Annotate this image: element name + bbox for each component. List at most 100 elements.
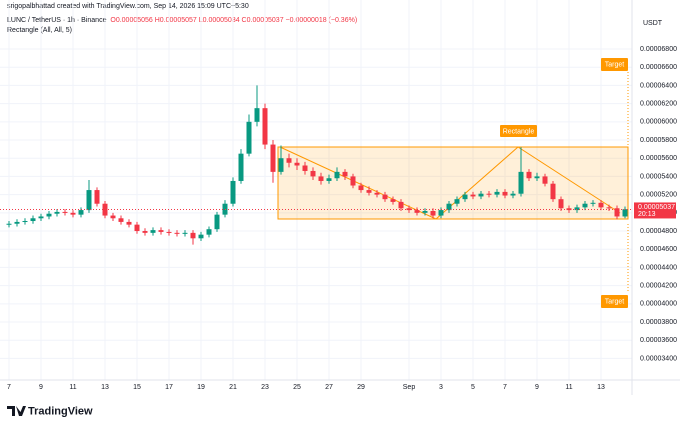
- candle-body: [534, 176, 540, 179]
- candle-body: [382, 194, 388, 200]
- y-tick-label: 0.00003600: [640, 337, 677, 344]
- x-tick-label: 15: [133, 384, 141, 391]
- credit: srigopalbhattad created with TradingView…: [7, 3, 249, 10]
- candle-body: [190, 232, 196, 239]
- candle-body: [478, 193, 484, 197]
- candle-body: [430, 211, 436, 216]
- symbol-legend: LUNC / TetherUS · 1h · Binance O0.000050…: [7, 17, 357, 24]
- candle-body: [598, 202, 604, 208]
- x-tick-label: 7: [503, 384, 507, 391]
- candle-body: [614, 208, 620, 217]
- indicator: Rectangle (All, All, 5): [7, 27, 72, 34]
- candle-body: [214, 214, 220, 230]
- candle-body: [286, 158, 292, 163]
- x-tick-label: 7: [7, 384, 11, 391]
- pattern-lines: [279, 146, 621, 220]
- candle-body: [94, 190, 100, 204]
- y-tick-label: 0.00005600: [640, 155, 677, 162]
- candle-body: [342, 171, 348, 177]
- ohlc: O0.00005056 H0.00005057 L0.00005034 C0.0…: [110, 17, 358, 24]
- logo: TradingView: [7, 405, 93, 417]
- candle-body: [486, 193, 492, 195]
- x-tick-label: 11: [565, 384, 572, 391]
- candle-body: [366, 190, 372, 193]
- y-tick-label: 0.00004000: [640, 301, 677, 308]
- candle-body: [230, 180, 236, 204]
- candle-body: [78, 210, 84, 215]
- y-tick-label: 0.00005400: [640, 173, 677, 180]
- y-tick-label: 0.00006000: [640, 119, 677, 126]
- x-tick-label: 23: [261, 384, 269, 391]
- y-tick-label: 0.00004400: [640, 264, 677, 271]
- y-tick-label: 0.00003400: [640, 355, 677, 362]
- symbol: LUNC / TetherUS · 1h · Binance: [7, 17, 107, 24]
- x-tick-label: 13: [597, 384, 605, 391]
- candle-body: [414, 210, 420, 213]
- x-tick-label: 25: [293, 384, 301, 391]
- label-box: [601, 295, 628, 308]
- candle-body: [150, 230, 156, 233]
- candle-body: [350, 176, 356, 186]
- rectangle-drawing: [277, 146, 629, 220]
- logo-icon: [7, 406, 26, 416]
- candle-body: [622, 209, 628, 217]
- candle-body: [182, 232, 188, 234]
- candle-body: [278, 158, 284, 172]
- candle-body: [14, 221, 20, 224]
- candle-body: [422, 211, 428, 213]
- candle-body: [38, 216, 44, 219]
- candle-body: [494, 191, 500, 195]
- candle-body: [30, 218, 36, 222]
- candle-body: [502, 191, 508, 196]
- candle-body: [398, 201, 404, 209]
- currency: USDT: [643, 20, 663, 27]
- candle-body: [590, 202, 596, 204]
- candle-body: [374, 192, 380, 195]
- drawing-labels: Rectangle Target Target: [500, 58, 628, 308]
- x-tick-label: 19: [197, 384, 205, 391]
- candle-body: [318, 176, 324, 181]
- candle-body: [6, 223, 12, 225]
- x-tick-label: 5: [471, 384, 475, 391]
- last-price-label: 0.00005037: [638, 204, 675, 211]
- candle-body: [574, 207, 580, 211]
- candle-body: [558, 199, 564, 209]
- candle-body: [142, 231, 148, 233]
- x-tick-label: 29: [357, 384, 365, 391]
- candle-body: [86, 190, 92, 211]
- candle-body: [606, 207, 612, 209]
- target-label: Target: [605, 61, 625, 68]
- x-tick-label: 13: [101, 384, 109, 391]
- candle-body: [550, 183, 556, 200]
- candle-body: [110, 215, 116, 219]
- candle-body: [246, 121, 252, 154]
- y-tick-label: 0.00006600: [640, 64, 677, 71]
- candle-body: [158, 230, 164, 232]
- candles: [0, 85, 632, 245]
- candle-body: [134, 224, 140, 232]
- candle-body: [54, 211, 60, 214]
- candle-body: [294, 162, 300, 166]
- candle-body: [262, 108, 268, 145]
- candle-body: [446, 203, 452, 211]
- target-label: Target: [605, 298, 625, 305]
- candle-body: [358, 185, 364, 191]
- label-box: [500, 125, 537, 137]
- y-tick-label: 0.00006800: [640, 46, 677, 53]
- logo-text: TradingView: [28, 405, 93, 417]
- y-tick-label: 0.00004600: [640, 246, 677, 253]
- y-tick-label: 0.00005200: [640, 191, 677, 198]
- candle-body: [582, 203, 588, 208]
- candle-body: [238, 153, 244, 181]
- x-tick-label: 9: [39, 384, 43, 391]
- candle-body: [62, 211, 68, 213]
- label-box: [601, 58, 628, 71]
- candle-body: [454, 199, 460, 204]
- candle-body: [270, 144, 276, 172]
- candle-body: [254, 108, 260, 122]
- last-price-box: [634, 202, 676, 219]
- x-tick-label: 21: [229, 384, 237, 391]
- candle-body: [22, 221, 28, 223]
